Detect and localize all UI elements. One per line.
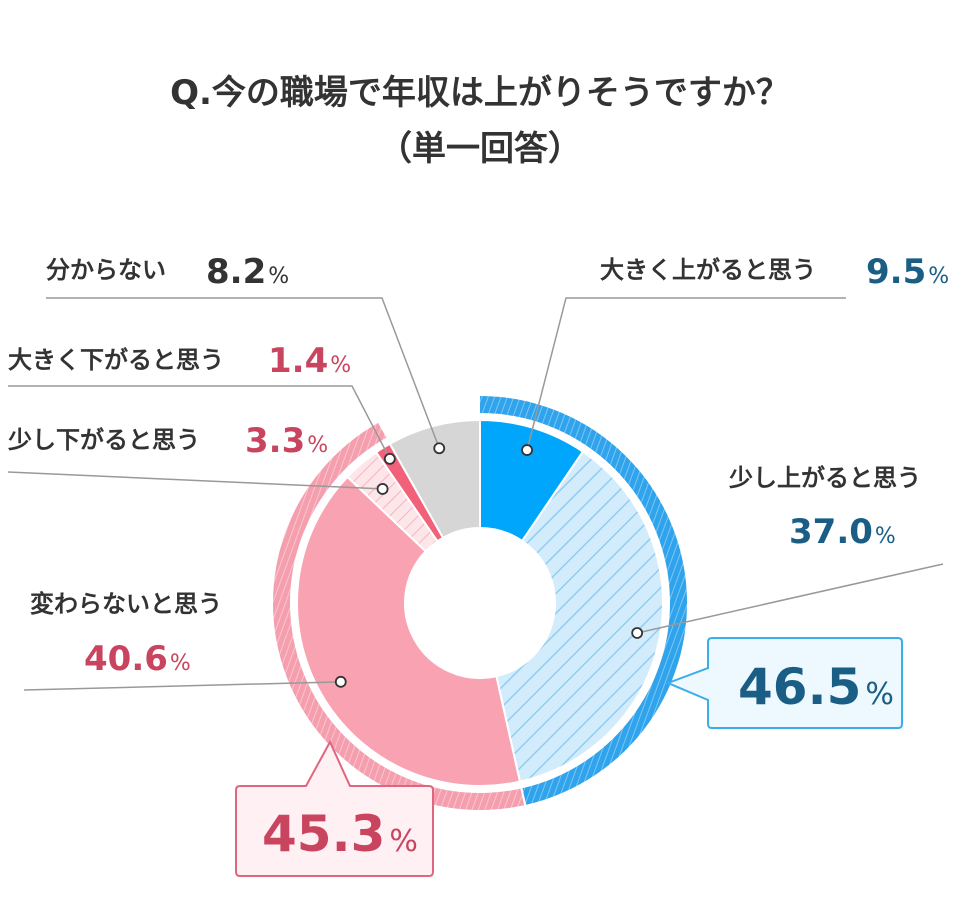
callout-up-unit: % — [865, 677, 894, 712]
label-up-big-name: 大きく上がると思う — [600, 256, 816, 284]
slice-same-leader — [23, 681, 341, 691]
svg-text:40.6%: 40.6% — [84, 639, 191, 679]
label-up-small-value: 37.0 — [789, 512, 873, 552]
chart-title: Q.今の職場で年収は上がりそうですか？ — [170, 73, 790, 113]
svg-text:9.5%: 9.5% — [866, 252, 949, 292]
slice-up-big-leader — [526, 297, 846, 451]
callout-down-unit: % — [389, 824, 418, 859]
svg-text:45.3%: 45.3% — [262, 805, 418, 863]
label-down-big-name: 大きく下がると思う — [8, 346, 224, 374]
label-unknown: 分からない 8.2% — [46, 252, 289, 292]
slice-unknown-marker — [433, 442, 446, 455]
label-down-big-unit: % — [330, 353, 351, 378]
callout-down-total: 45.3% — [235, 739, 434, 877]
slice-unknown-leader — [46, 297, 440, 449]
donut-hole — [405, 528, 555, 678]
chart-subtitle: （単一回答） — [378, 129, 582, 169]
svg-text:3.3%: 3.3% — [245, 421, 328, 461]
label-same-unit: % — [170, 651, 191, 676]
slice-up-big-marker — [521, 444, 533, 456]
svg-text:46.5%: 46.5% — [738, 658, 894, 716]
svg-text:8.2%: 8.2% — [206, 252, 289, 292]
label-down-big-value: 1.4 — [268, 341, 328, 381]
slice-down-big-leader — [8, 385, 391, 460]
slice-down-small-leader — [7, 471, 383, 490]
callout-up-value: 46.5 — [738, 658, 861, 716]
label-up-small-name: 少し上がると思う — [728, 464, 921, 492]
label-same: 変わらないと思う 40.6% — [30, 590, 222, 679]
slice-same-marker — [334, 675, 347, 688]
callout-up-total: 46.5% — [665, 637, 903, 729]
svg-text:37.0%: 37.0% — [789, 512, 896, 552]
svg-text:1.4%: 1.4% — [268, 341, 351, 381]
slice-up-small-leader — [637, 563, 944, 634]
label-unknown-name: 分からない — [46, 256, 166, 284]
label-down-small-unit: % — [307, 433, 328, 458]
label-down-small-name: 少し下がると思う — [7, 426, 200, 454]
label-unknown-unit: % — [268, 264, 289, 289]
label-down-big: 大きく下がると思う 1.4% — [8, 341, 351, 381]
label-same-value: 40.6 — [84, 639, 168, 679]
pie-slices — [296, 418, 664, 787]
label-down-small: 少し下がると思う 3.3% — [7, 421, 328, 461]
label-up-big-unit: % — [928, 264, 949, 289]
label-down-small-value: 3.3 — [245, 421, 305, 461]
slice-up-small-marker — [631, 627, 644, 639]
leader-lines — [7, 297, 944, 691]
label-up-small-unit: % — [875, 524, 896, 549]
label-unknown-value: 8.2 — [206, 252, 266, 292]
label-up-big: 大きく上がると思う 9.5% — [600, 252, 949, 292]
callout-down-value: 45.3 — [262, 805, 385, 863]
callout-down-box — [235, 739, 434, 877]
label-same-name: 変わらないと思う — [30, 590, 222, 618]
callout-up-box — [665, 637, 903, 729]
label-up-small: 少し上がると思う 37.0% — [728, 464, 921, 552]
label-up-big-value: 9.5 — [866, 252, 926, 292]
slice-down-big-marker — [383, 452, 396, 465]
slice-down-small-marker — [376, 483, 389, 495]
